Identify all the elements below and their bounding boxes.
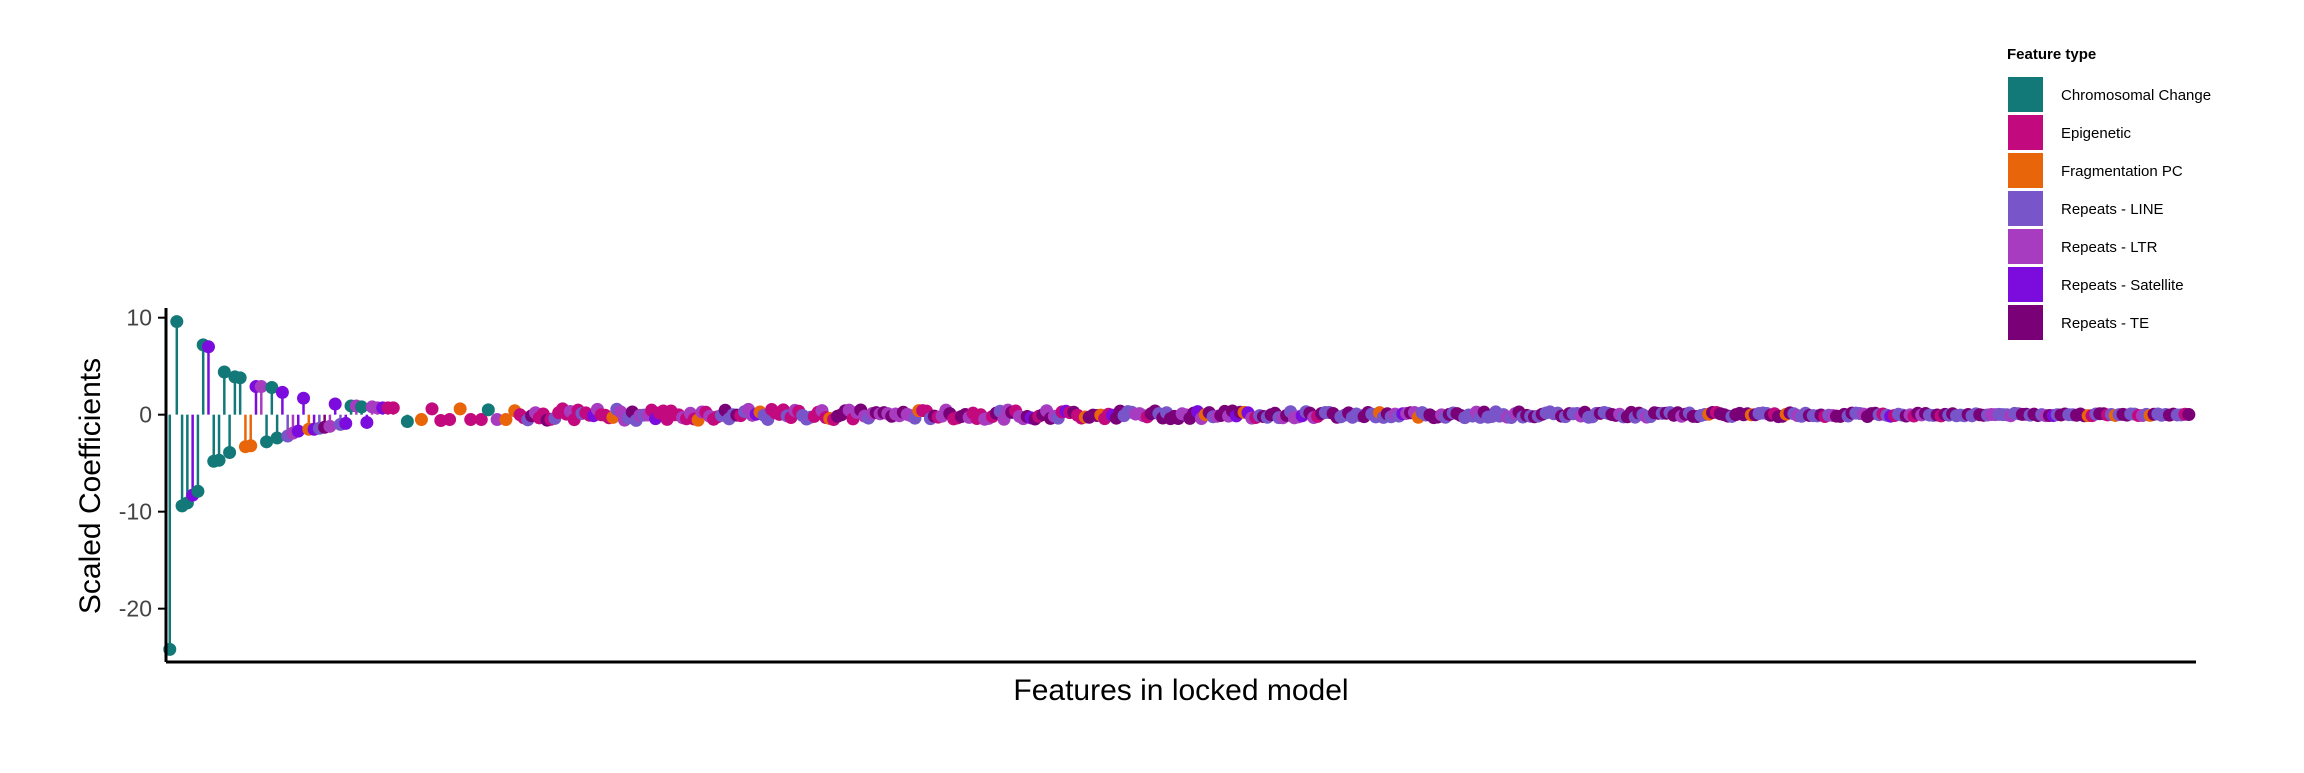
legend-label: Repeats - Satellite — [2061, 277, 2184, 294]
data-point — [223, 446, 237, 460]
data-point — [499, 413, 513, 427]
data-point — [355, 400, 369, 414]
data-point — [414, 413, 428, 427]
legend: Feature type Chromosomal Change Epigeneti… — [2007, 46, 2211, 340]
point-layer — [163, 315, 2196, 656]
data-point — [244, 439, 258, 453]
legend-swatch — [2008, 77, 2043, 112]
data-point — [339, 416, 353, 430]
data-point — [254, 380, 268, 394]
data-point — [464, 413, 478, 427]
data-point — [233, 371, 247, 385]
data-point — [297, 391, 311, 405]
data-point — [291, 424, 305, 438]
data-point — [212, 453, 226, 467]
data-point — [360, 415, 374, 429]
y-tick-label: -10 — [119, 499, 152, 525]
legend-label: Epigenetic — [2061, 125, 2132, 142]
data-point — [386, 401, 400, 415]
data-point — [474, 413, 488, 427]
data-point — [201, 340, 215, 354]
y-ticks: 10 0 -10 -20 — [119, 305, 166, 622]
legend-swatch — [2008, 191, 2043, 226]
data-point — [170, 315, 184, 329]
legend-label: Fragmentation PC — [2061, 163, 2183, 180]
data-point — [265, 381, 279, 395]
data-point — [217, 365, 231, 379]
data-point — [453, 402, 467, 416]
y-tick-label: 10 — [126, 305, 152, 331]
data-point — [260, 435, 274, 449]
legend-label: Chromosomal Change — [2061, 87, 2211, 104]
data-point — [443, 413, 457, 427]
data-point — [328, 397, 342, 411]
y-tick-label: 0 — [139, 402, 152, 428]
data-point — [425, 402, 439, 416]
legend-title: Feature type — [2007, 46, 2096, 63]
data-point — [400, 414, 414, 428]
data-point — [275, 385, 289, 399]
legend-swatch — [2008, 153, 2043, 188]
legend-swatch — [2008, 115, 2043, 150]
data-point — [481, 403, 495, 417]
legend-label: Repeats - TE — [2061, 315, 2149, 332]
legend-swatch — [2008, 267, 2043, 302]
x-axis-label: Features in locked model — [1013, 674, 1348, 707]
data-point — [191, 484, 205, 498]
y-tick-label: -20 — [119, 596, 152, 622]
y-axis-label: Scaled Coefficients — [74, 358, 107, 614]
legend-label: Repeats - LTR — [2061, 239, 2158, 256]
data-point — [2182, 408, 2196, 422]
legend-label: Repeats - LINE — [2061, 201, 2164, 218]
data-point — [323, 419, 337, 433]
legend-swatch — [2008, 229, 2043, 264]
legend-swatch — [2008, 305, 2043, 340]
data-point — [270, 431, 284, 445]
